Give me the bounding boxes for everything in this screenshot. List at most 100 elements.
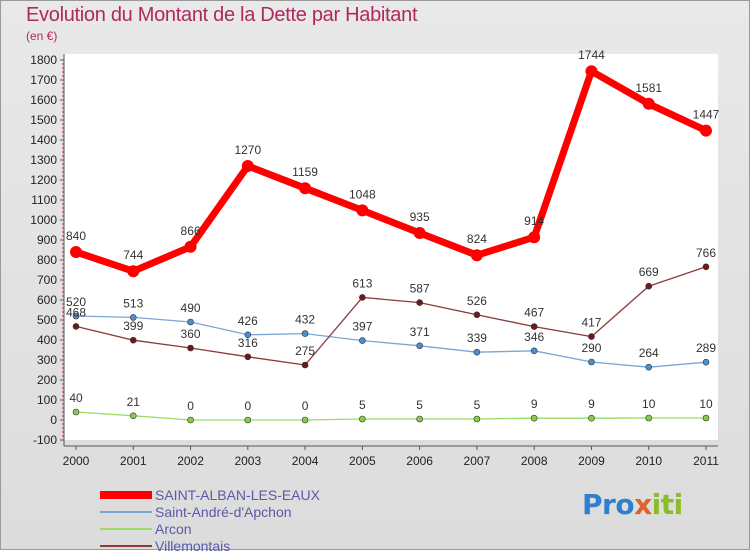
data-point <box>588 414 595 422</box>
data-label: 0 <box>302 399 309 413</box>
data-label: 744 <box>123 248 143 262</box>
series-line <box>75 411 707 421</box>
legend: SAINT-ALBAN-LES-EAUX Saint-André-d'Apchon… <box>100 486 320 554</box>
data-point <box>413 227 426 239</box>
data-point <box>585 65 598 78</box>
data-point <box>129 314 137 321</box>
data-label: 360 <box>181 327 201 341</box>
data-point <box>244 416 252 424</box>
legend-label: Villemontais <box>155 537 231 554</box>
y-tick-label: 100 <box>37 393 57 407</box>
data-label: 935 <box>410 210 430 224</box>
data-point <box>702 414 710 422</box>
data-point <box>72 312 80 320</box>
data-point <box>528 231 541 244</box>
data-point <box>187 416 194 424</box>
legend-item: SAINT-ALBAN-LES-EAUX <box>100 486 320 503</box>
data-label: 275 <box>295 344 315 358</box>
data-point <box>244 331 252 339</box>
data-point <box>301 416 309 424</box>
data-label: 520 <box>66 295 86 309</box>
x-tick-label: 2002 <box>177 454 204 468</box>
data-label: 1447 <box>693 108 720 122</box>
x-tick-label: 2001 <box>120 454 147 468</box>
data-point <box>70 246 82 258</box>
data-label: 587 <box>410 282 430 296</box>
data-point <box>359 337 366 344</box>
x-tick-label: 2003 <box>234 454 261 468</box>
data-label: 346 <box>524 330 544 344</box>
y-tick-label: 0 <box>50 413 57 427</box>
data-point <box>473 348 481 356</box>
data-point <box>129 336 137 344</box>
data-label: 526 <box>467 294 487 308</box>
data-label: 766 <box>696 246 716 260</box>
chart-unit: (en €) <box>26 29 58 43</box>
data-point <box>473 415 481 423</box>
data-label: 5 <box>474 398 481 412</box>
chart-title: Evolution du Montant de la Dette par Hab… <box>26 4 418 26</box>
data-point <box>702 263 710 271</box>
x-tick-label: 2011 <box>693 454 719 468</box>
series-line <box>75 266 707 366</box>
legend-swatch <box>100 527 152 530</box>
data-label: 426 <box>238 314 258 328</box>
data-label: 432 <box>295 313 315 327</box>
x-tick-label: 2009 <box>578 454 605 468</box>
data-label: 5 <box>416 398 423 412</box>
y-tick-label: 1800 <box>30 53 57 67</box>
legend-item: Saint-André-d'Apchon <box>100 503 320 520</box>
legend-label: Arcon <box>155 520 192 537</box>
data-label: 467 <box>524 306 544 320</box>
data-label: 417 <box>581 316 601 330</box>
y-tick-label: 900 <box>37 233 57 247</box>
data-point <box>645 282 653 290</box>
data-point <box>645 414 653 422</box>
data-point <box>356 204 369 217</box>
data-label: 10 <box>642 397 656 411</box>
data-label: 468 <box>66 305 86 319</box>
data-point <box>241 160 254 172</box>
data-label: 824 <box>467 232 487 246</box>
legend-swatch <box>100 544 152 547</box>
data-label: 339 <box>467 331 487 345</box>
x-tick-label: 2006 <box>406 454 433 468</box>
proxiti-logo: Proxiti <box>582 488 683 521</box>
data-point <box>129 412 137 420</box>
data-point <box>184 240 197 253</box>
y-tick-label: -100 <box>33 433 57 447</box>
data-point <box>530 347 538 355</box>
data-point <box>301 330 309 337</box>
data-point <box>470 249 483 262</box>
legend-item: Arcon <box>100 520 320 537</box>
plot-area <box>64 54 718 440</box>
data-point <box>473 311 481 319</box>
data-label: 0 <box>244 399 251 413</box>
legend-swatch <box>100 510 152 513</box>
data-point <box>588 333 595 340</box>
data-label: 1744 <box>578 48 605 62</box>
y-tick-label: 200 <box>37 373 57 387</box>
y-tick-label: 1300 <box>30 153 57 167</box>
data-label: 613 <box>352 276 372 290</box>
x-tick-label: 2010 <box>635 454 662 468</box>
data-point <box>127 265 140 278</box>
data-label: 840 <box>66 229 86 243</box>
y-tick-label: 800 <box>37 253 57 267</box>
data-label: 9 <box>531 397 538 411</box>
data-label: 5 <box>359 398 366 412</box>
data-label: 264 <box>639 346 659 360</box>
x-tick-label: 2000 <box>63 454 90 468</box>
legend-label: Saint-André-d'Apchon <box>155 503 292 520</box>
data-point <box>645 363 653 371</box>
data-point <box>299 182 312 195</box>
data-point <box>416 415 423 423</box>
y-tick-label: 400 <box>37 333 57 347</box>
data-point <box>72 408 80 416</box>
data-point <box>530 414 538 422</box>
data-label: 490 <box>181 301 201 315</box>
logo-part-3: iti <box>651 488 684 521</box>
y-tick-label: 1600 <box>30 93 57 107</box>
data-label: 290 <box>581 341 601 355</box>
legend-swatch <box>100 490 152 499</box>
